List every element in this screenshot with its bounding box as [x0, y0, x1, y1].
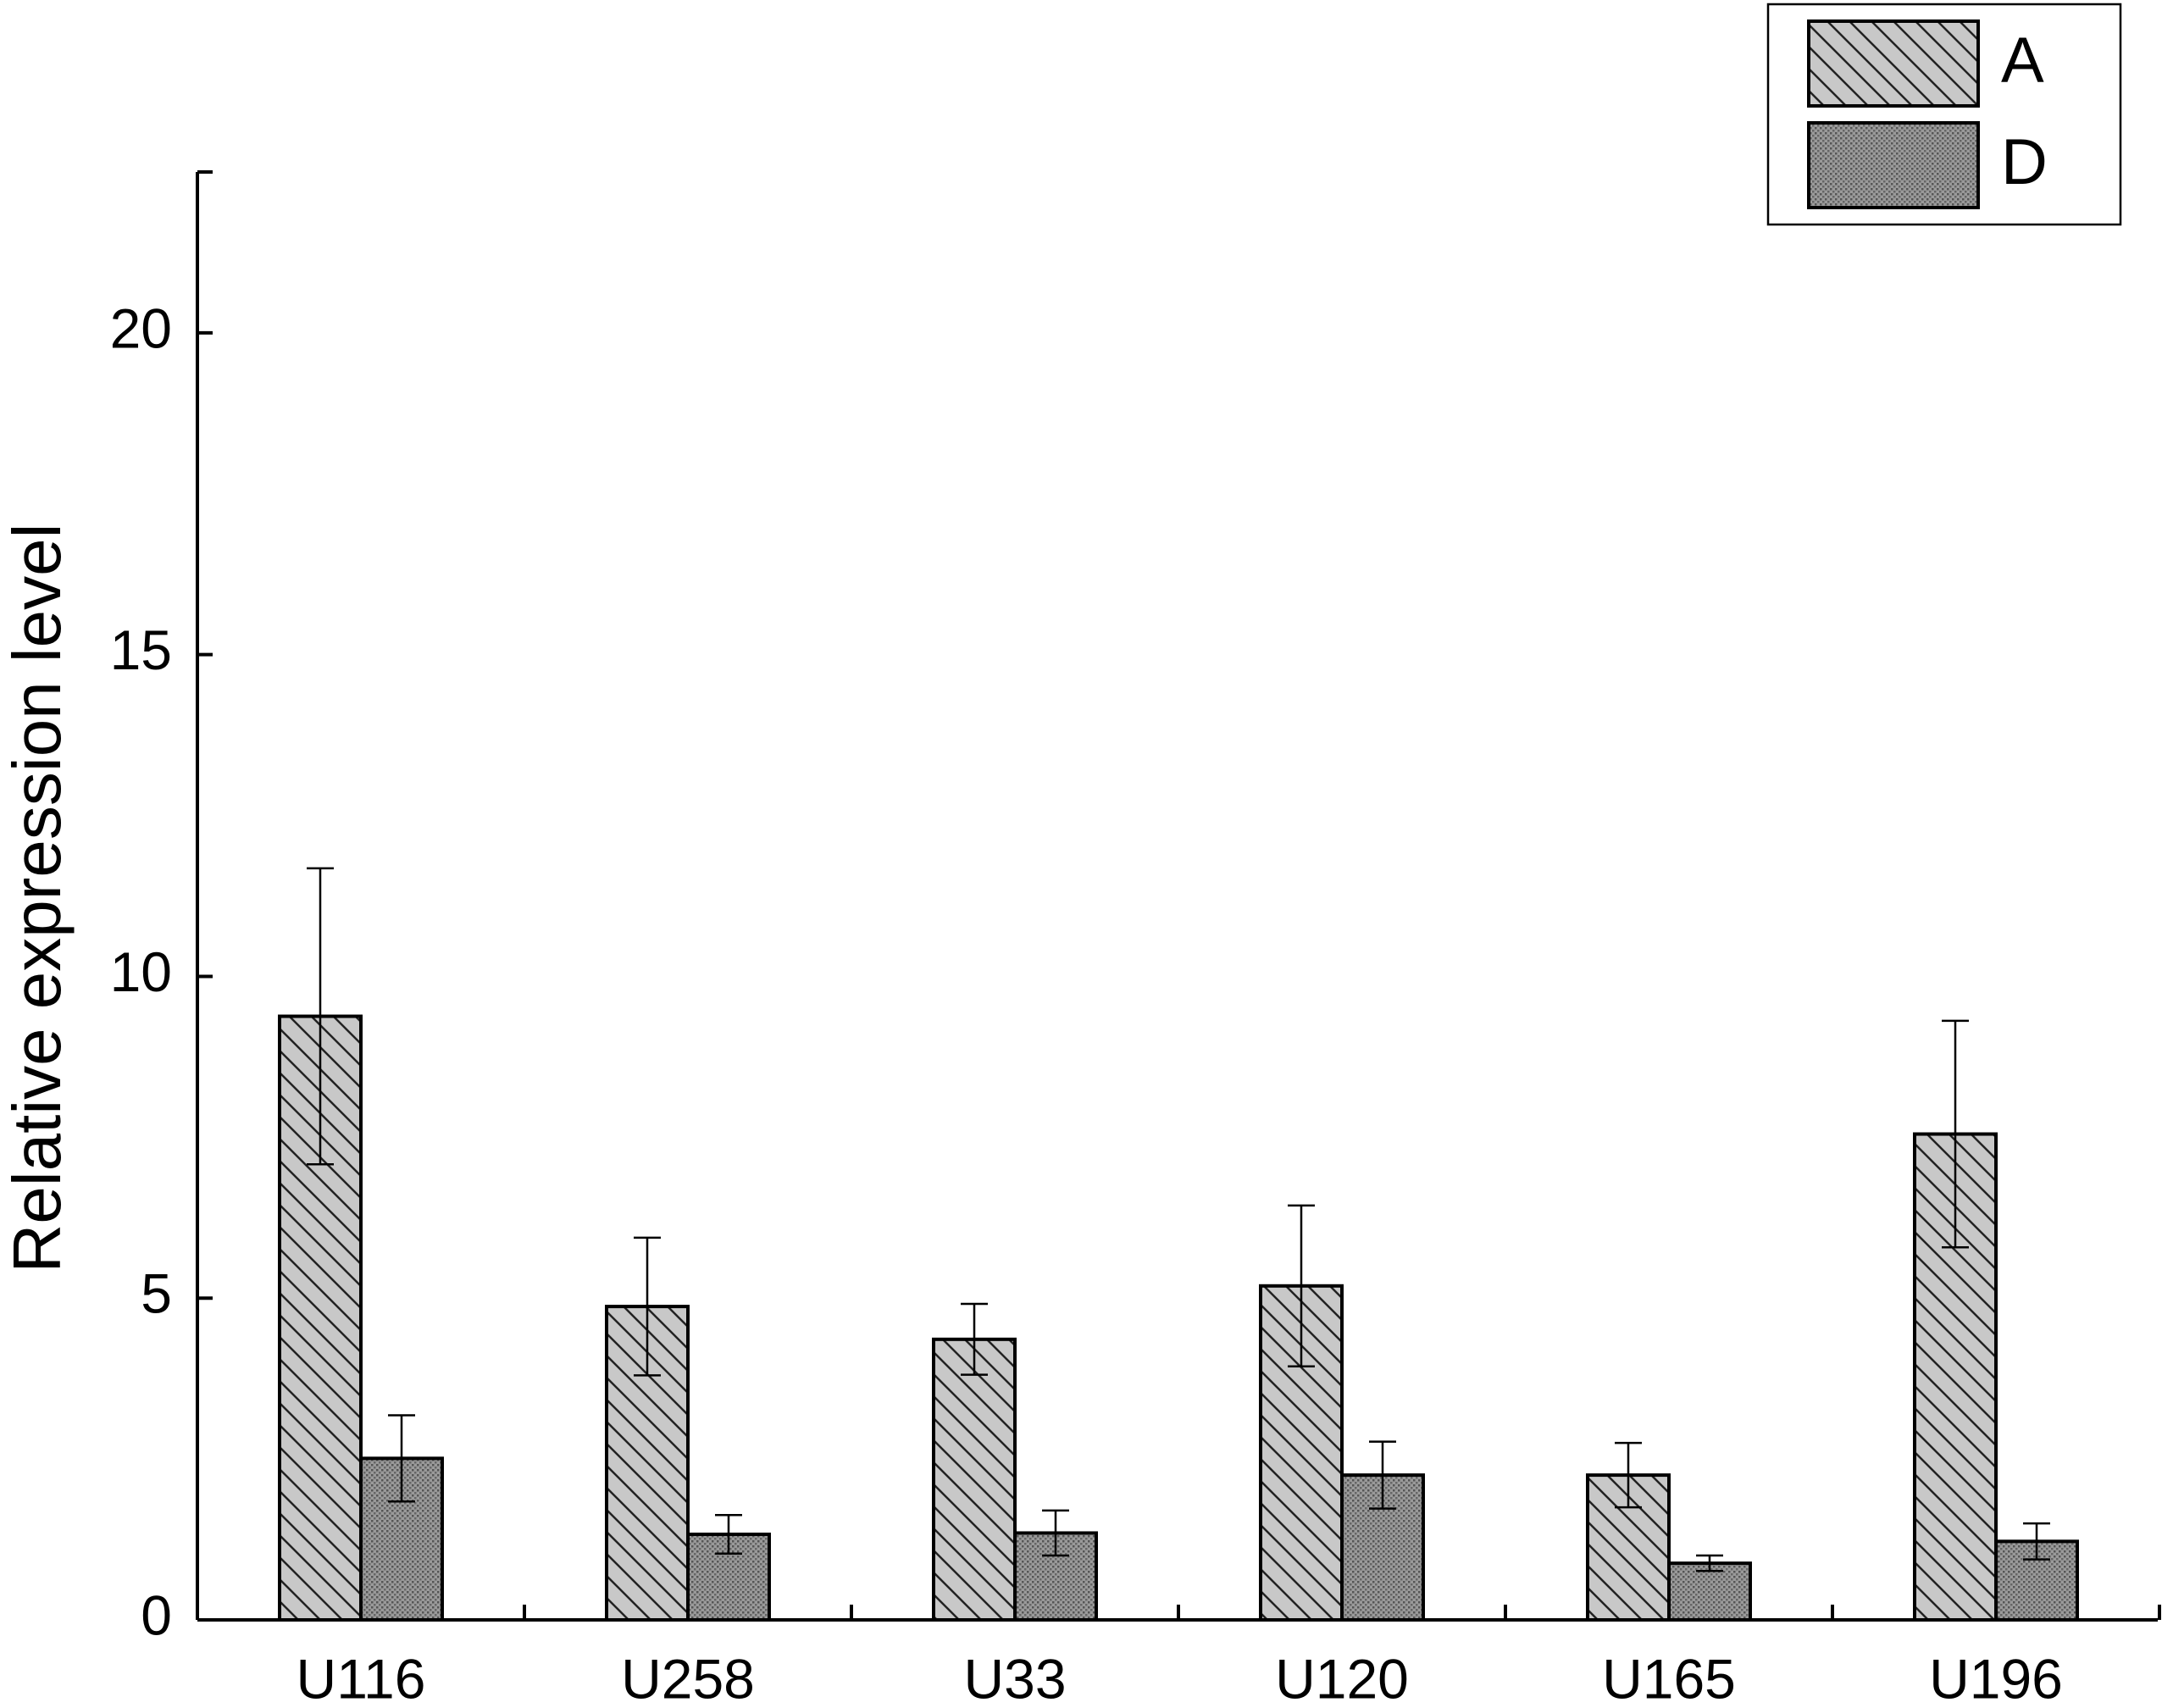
y-tick-label: 10 — [110, 940, 172, 1003]
x-tick-label: U258 — [621, 1647, 755, 1708]
legend-swatch — [1807, 19, 1980, 108]
legend-label: D — [2001, 126, 2048, 198]
y-tick-label: 5 — [141, 1262, 172, 1325]
x-tick-label: U120 — [1275, 1647, 1409, 1708]
x-tick-label: U33 — [963, 1647, 1066, 1708]
error-bar — [1042, 1509, 1069, 1557]
x-tick-label: U116 — [297, 1647, 426, 1708]
error-bar — [1288, 1204, 1315, 1367]
bar — [932, 1337, 1017, 1622]
y-tick-label: 15 — [110, 618, 172, 681]
y-tick-label: 0 — [141, 1583, 172, 1646]
error-bar — [961, 1302, 988, 1376]
bar — [278, 1014, 363, 1622]
error-bar — [1696, 1554, 1723, 1572]
error-bar — [388, 1414, 415, 1503]
error-bar — [1942, 1019, 1969, 1249]
error-bar — [307, 867, 334, 1166]
bar — [359, 1456, 444, 1622]
error-bar — [1615, 1441, 1642, 1509]
error-bar — [634, 1236, 661, 1377]
legend-swatch — [1807, 121, 1980, 209]
y-axis-title: Relative expression level — [0, 524, 75, 1273]
error-bar — [2023, 1522, 2050, 1561]
x-tick-label: U196 — [1929, 1647, 2063, 1708]
x-tick-label: U165 — [1602, 1647, 1736, 1708]
bar — [1667, 1561, 1752, 1622]
error-bar — [1369, 1440, 1396, 1510]
y-tick-label: 20 — [110, 297, 172, 359]
legend-label: A — [2001, 25, 2044, 97]
error-bar — [715, 1513, 742, 1556]
